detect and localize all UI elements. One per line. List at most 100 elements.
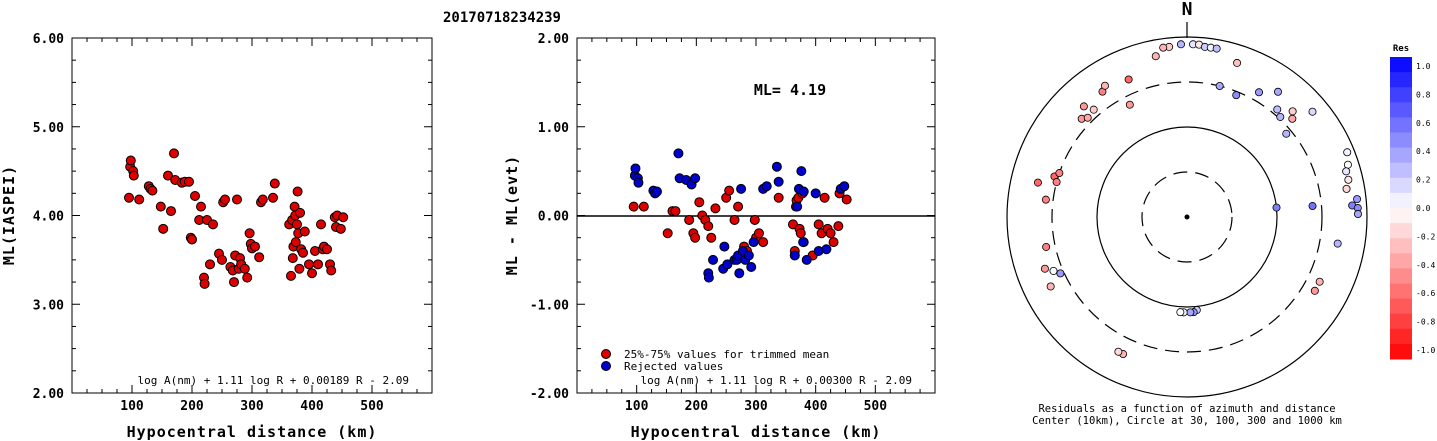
colorbar-segment	[1390, 102, 1412, 118]
station-marker	[1212, 44, 1221, 53]
colorbar-segment	[1390, 72, 1412, 88]
colorbar-segment	[1390, 208, 1412, 224]
station-marker	[1114, 347, 1123, 356]
accepted-point	[710, 203, 721, 214]
data-point	[205, 259, 215, 270]
station-marker	[1033, 178, 1042, 187]
rejected-point	[673, 148, 684, 159]
station-marker	[1233, 58, 1242, 67]
data-point	[307, 268, 317, 279]
station-marker	[1055, 169, 1064, 178]
data-point	[242, 272, 253, 283]
data-point	[257, 194, 268, 205]
x-tick-label: 400	[804, 399, 828, 414]
rejected-point	[651, 186, 662, 197]
y-tick-label: 5.00	[33, 121, 64, 136]
accepted-point	[670, 206, 681, 217]
station-marker	[1089, 105, 1098, 114]
data-point	[158, 223, 169, 234]
y-tick-label: 4.00	[33, 210, 64, 225]
rejected-point	[796, 166, 807, 177]
colorbar-segment	[1390, 87, 1412, 103]
accepted-point	[729, 214, 740, 225]
x-tick-label: 400	[300, 399, 324, 414]
station-marker	[1079, 102, 1088, 111]
station-marker	[1159, 43, 1168, 52]
colorbar-segment	[1390, 313, 1412, 330]
data-point	[184, 176, 194, 187]
station-marker	[1353, 210, 1362, 219]
colorbar-tick-label: -0.2	[1416, 232, 1435, 241]
data-point	[220, 194, 230, 205]
colorbar-tick-label: 0.4	[1416, 147, 1431, 156]
station-marker	[1052, 178, 1061, 187]
rejected-point	[734, 268, 745, 279]
data-point	[125, 155, 136, 166]
data-point	[316, 219, 326, 230]
station-marker	[1343, 148, 1352, 157]
data-point	[134, 194, 145, 205]
y-axis-title: ML(IASPEI)	[0, 165, 18, 265]
accepted-point	[628, 201, 639, 212]
data-point	[269, 178, 280, 189]
accepted-point	[819, 192, 830, 203]
station-marker	[1273, 105, 1282, 114]
colorbar-tick-label: -0.6	[1416, 289, 1435, 298]
distance-ring-300km	[1051, 81, 1323, 353]
data-point	[268, 192, 278, 203]
station-marker	[1100, 81, 1109, 90]
accepted-point	[694, 197, 705, 208]
data-point	[313, 259, 323, 270]
rejected-point	[810, 188, 821, 199]
rejected-point	[792, 201, 803, 212]
caption-line-2: Center (10km), Circle at 30, 100, 300 an…	[1032, 415, 1342, 427]
rejected-point	[839, 181, 850, 192]
data-point	[338, 212, 349, 223]
station-marker	[1308, 107, 1317, 116]
colorbar-segment	[1390, 298, 1412, 315]
accepted-point	[684, 214, 695, 225]
distance-ring-30km	[1141, 171, 1233, 263]
data-point	[292, 186, 303, 197]
data-point	[335, 223, 346, 234]
y-tick-label: 3.00	[33, 298, 64, 313]
colorbar-segment	[1390, 223, 1412, 239]
rejected-point	[736, 183, 747, 194]
station-marker	[1041, 195, 1050, 204]
station-marker	[1232, 91, 1241, 100]
colorbar-tick-label: -0.4	[1416, 261, 1435, 270]
accepted-point	[662, 228, 673, 239]
station-marker	[1344, 175, 1353, 184]
colorbar-segment	[1390, 162, 1412, 179]
colorbar-tick-label: 1.0	[1416, 62, 1431, 71]
y-tick-label: 6.00	[33, 32, 64, 47]
y-tick-label: 1.00	[538, 121, 569, 136]
station-marker	[1125, 100, 1134, 109]
data-point	[217, 254, 227, 265]
station-marker	[1276, 112, 1285, 121]
accepted-point	[841, 194, 852, 205]
accepted-point	[813, 219, 824, 230]
y-tick-label: -1.00	[530, 298, 569, 313]
y-tick-label: 2.00	[538, 32, 569, 47]
distance-ring-1000km	[1006, 36, 1368, 398]
accepted-point	[638, 201, 649, 212]
data-point	[239, 263, 250, 274]
accepted-point	[833, 221, 844, 232]
colorbar-tick-label: 0.6	[1416, 119, 1431, 128]
rejected-point	[630, 163, 641, 174]
station-marker	[1176, 40, 1185, 49]
data-point	[250, 241, 260, 252]
data-point	[232, 194, 242, 205]
legend-accepted-label: 25%-75% values for trimmed mean	[624, 348, 829, 361]
rejected-point	[690, 173, 701, 184]
station-marker	[1083, 113, 1092, 122]
colorbar-segment	[1390, 192, 1412, 209]
colorbar-segment	[1390, 253, 1412, 269]
rejected-point	[746, 261, 757, 272]
x-tick-label: 100	[120, 399, 144, 414]
station-marker	[1046, 282, 1055, 291]
residual-colorbar: 1.0 0.8 0.6 0.4 0.2 0.0 -0.2 -0.4 -0.6 -0.8 -1.0	[1390, 57, 1435, 360]
colorbar-tick-label: -0.8	[1416, 318, 1435, 327]
rejected-point	[771, 161, 782, 172]
